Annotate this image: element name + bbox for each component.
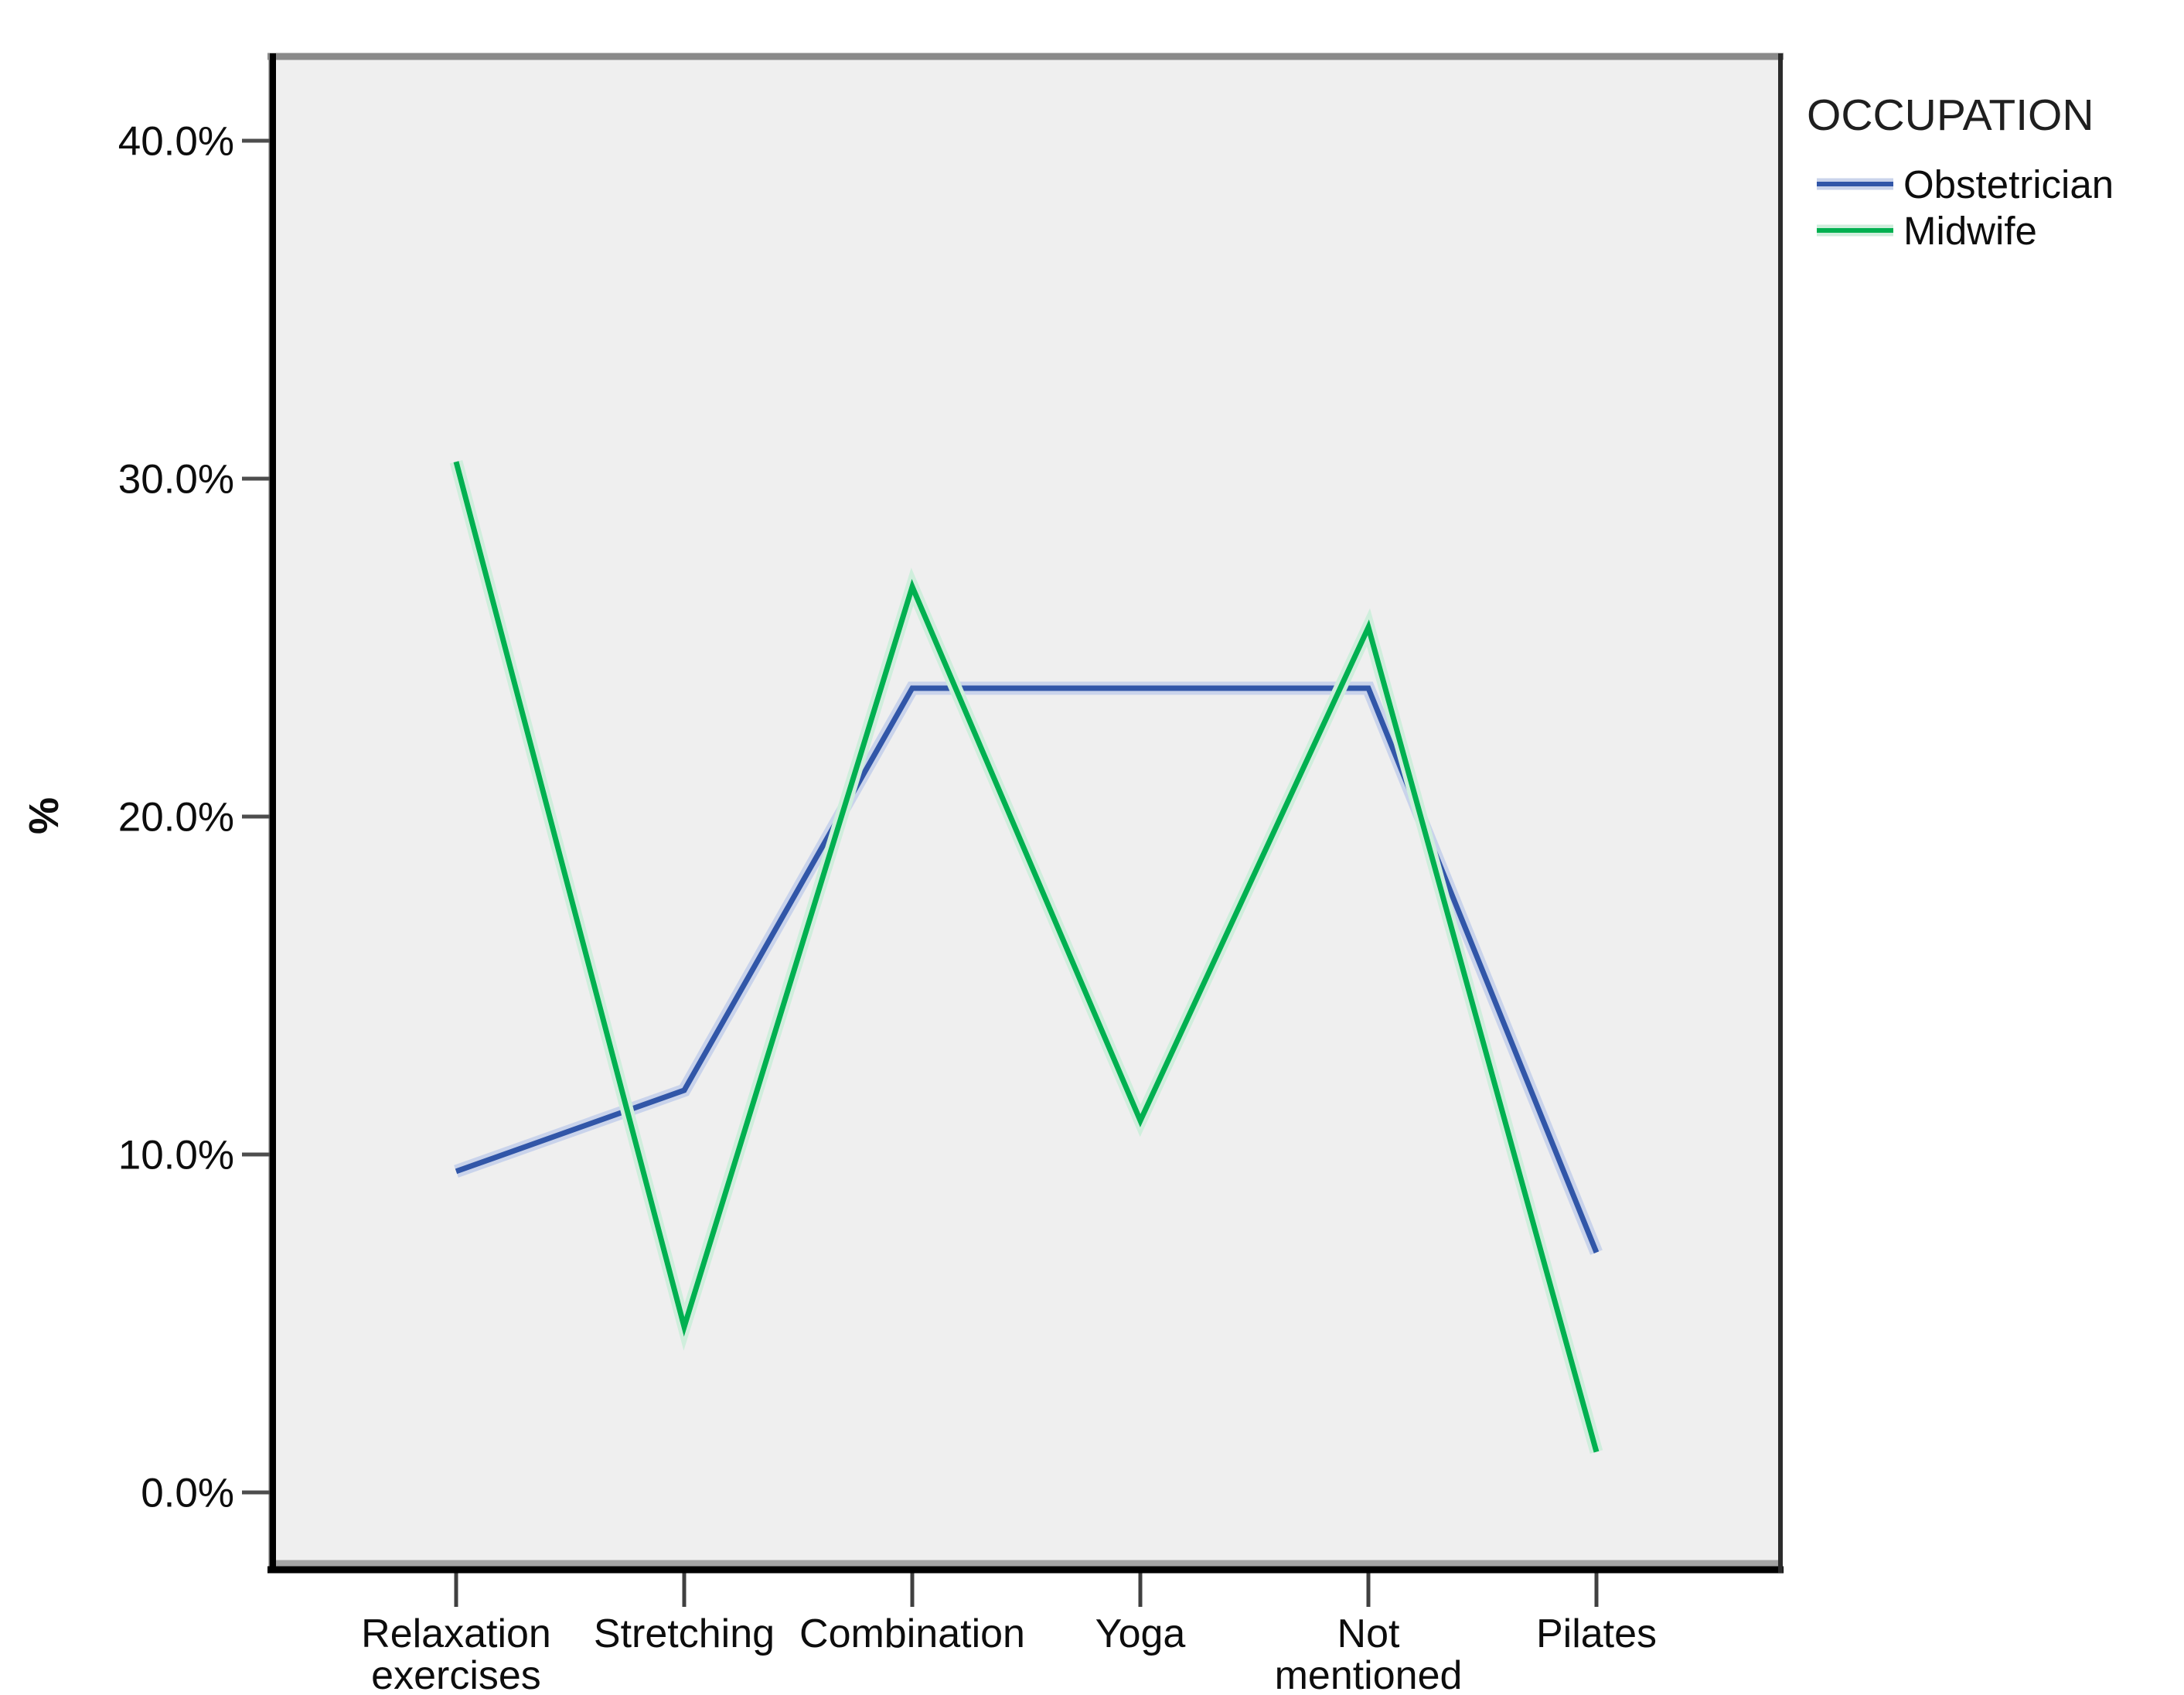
x-tick-label: Pilates <box>1536 1611 1657 1656</box>
y-tick-label: 10.0% <box>118 1133 234 1178</box>
x-tick-label: Not <box>1337 1611 1400 1656</box>
legend-label-obstetrician: Obstetrician <box>1903 162 2114 206</box>
y-tick-label: 20.0% <box>118 795 234 841</box>
x-tick-label: exercises <box>371 1653 541 1695</box>
series-line-midwife <box>453 461 1600 1453</box>
x-tick-label: mentioned <box>1275 1653 1463 1695</box>
x-tick-label: Combination <box>799 1611 1025 1656</box>
legend-label-midwife: Midwife <box>1903 209 2037 253</box>
y-tick-label: 30.0% <box>118 457 234 503</box>
plot-area <box>268 54 1783 1572</box>
y-axis-title: % <box>21 797 67 834</box>
y-tick-label: 0.0% <box>141 1471 234 1516</box>
x-tick-label: Relaxation <box>361 1611 551 1656</box>
x-tick-label: Yoga <box>1095 1611 1186 1656</box>
legend-title: OCCUPATION <box>1807 90 2094 140</box>
y-tick-label: 40.0% <box>118 119 234 165</box>
x-tick-label: Stretching <box>594 1611 775 1656</box>
